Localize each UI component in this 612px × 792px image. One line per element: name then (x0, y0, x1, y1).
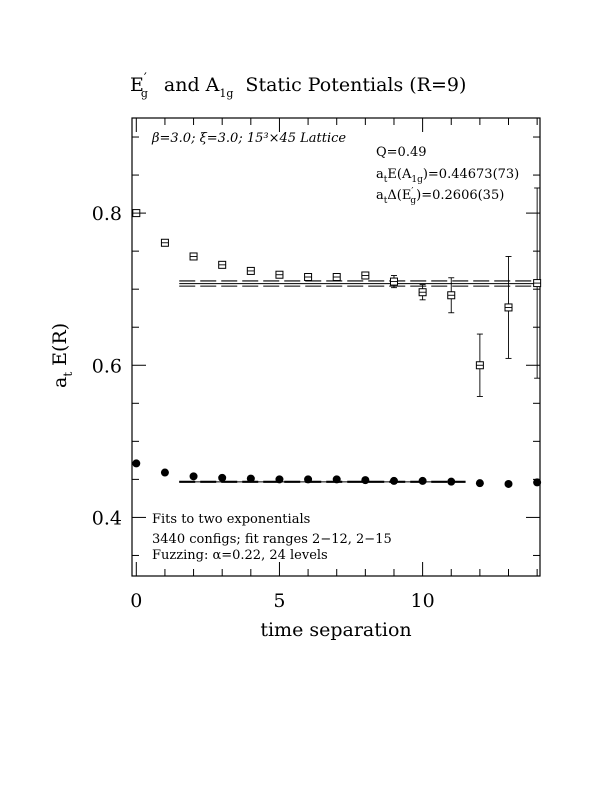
fit-lines (179, 280, 538, 483)
data-point-a1g (132, 459, 141, 468)
data-point-a1g (361, 476, 370, 485)
axis-tick-labels: 0 5 10 0.4 0.6 0.8 (92, 203, 435, 612)
data-point-a1g (504, 479, 513, 488)
a1g-energy-label: atE(A1g)=0.44673(73) (376, 167, 519, 185)
data-point-a1g (275, 475, 284, 484)
x-tick-label: 10 (411, 590, 435, 612)
note-fuzzing: Fuzzing: α=0.22, 24 levels (152, 548, 328, 563)
data-point-a1g (389, 476, 398, 485)
data-point-a1g (218, 473, 227, 482)
data-point-a1g (447, 477, 456, 486)
eg-gap-label: atΔ(E′ g)=0.2606(35) (376, 187, 504, 206)
data-point-a1g (332, 475, 341, 484)
x-tick-label: 0 (130, 590, 142, 612)
data-point-a1g (246, 474, 255, 483)
data-point-a1g (475, 479, 484, 488)
data-point-a1g (533, 478, 542, 487)
note-configs: 3440 configs; fit ranges 2−12, 2−15 (152, 532, 392, 547)
fit-quality-label: Q=0.49 (376, 145, 427, 160)
y-tick-label: 0.4 (92, 507, 122, 529)
data-markers (132, 187, 542, 488)
y-tick-label: 0.8 (92, 203, 122, 225)
lattice-label: β=3.0; ξ=3.0; 15³×45 Lattice (151, 131, 346, 146)
data-point-a1g (189, 472, 198, 481)
axis-ticks (132, 118, 540, 576)
data-point-a1g (304, 475, 313, 484)
data-point-a1g (160, 468, 169, 477)
x-axis-label: time separation (260, 619, 411, 641)
plot-frame (131, 117, 541, 577)
data-point-a1g (418, 476, 427, 485)
chart-title: E′ g and A1g Static Potentials (R=9) (130, 71, 466, 100)
x-tick-label: 5 (273, 590, 285, 612)
y-axis-label: atE(R) (49, 323, 75, 388)
note-fit-form: Fits to two exponentials (152, 512, 310, 527)
y-tick-label: 0.6 (92, 355, 122, 377)
